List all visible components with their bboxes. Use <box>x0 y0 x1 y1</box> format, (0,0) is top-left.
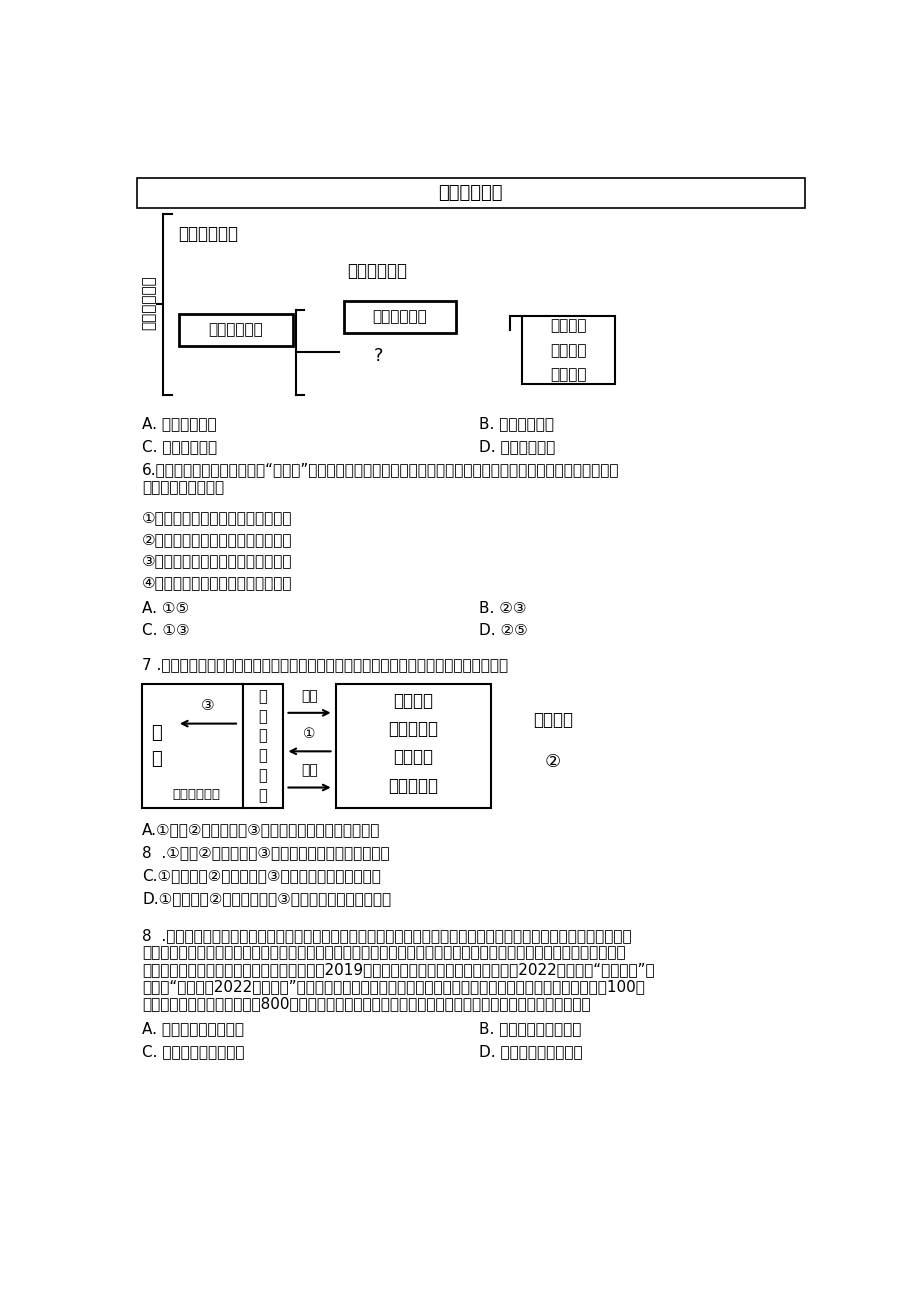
Text: B. 荣誉权、物质帮助权: B. 荣誉权、物质帮助权 <box>479 1021 581 1036</box>
Text: 一线，为铸就坚不可摧的地下钙鐵长城默默奔献。他瞬准科技前沿，自觉把人生价值融入国家和军队建设伟大事业，为我: 一线，为铸就坚不可摧的地下钙鐵长城默默奔献。他瞬准科技前沿，自觉把人生价值融入国… <box>142 946 625 960</box>
Text: 最高法律效力: 最高法律效力 <box>347 263 407 281</box>
Text: 国各个时期的防护工程建设作出了突出贡献。2019年錢七虎被授予国家最高科学技术奖，2022年被授予“八一勋章”，: 国各个时期的防护工程建设作出了突出贡献。2019年錢七虎被授予国家最高科学技术奖… <box>142 963 654 977</box>
Text: 学习寪法
认同寪法
践行寪法: 学习寪法 认同寪法 践行寪法 <box>550 317 586 382</box>
Text: D.①对其负责②规范权力运行③国家的一切权力属于人民: D.①对其负责②规范权力运行③国家的一切权力属于人民 <box>142 891 391 907</box>
Text: ?: ? <box>373 347 383 366</box>
Text: 计献策。市民这样做: 计献策。市民这样做 <box>142 480 224 496</box>
Text: D. 荣誉权、财产处分权: D. 荣誉权、财产处分权 <box>479 1043 583 1059</box>
Text: C. 名誉权、财产处分权: C. 名誉权、财产处分权 <box>142 1043 244 1059</box>
Text: 并入选“感动中国2022年度人物”。他还心系下一代，设立璃晖慈善基金，向贫困失学儿童和孤寡老人捐助累计100余: 并入选“感动中国2022年度人物”。他还心系下一代，设立璃晖慈善基金，向贫困失学… <box>142 980 644 994</box>
Bar <box>137 178 804 208</box>
Bar <box>335 683 491 808</box>
Text: 监督权力行使: 监督权力行使 <box>371 310 426 324</box>
Text: 活动原则: 活动原则 <box>532 710 573 729</box>
Text: 保障寪法实施: 保障寪法实施 <box>142 275 156 329</box>
Text: 产生: 产生 <box>301 688 318 703</box>
Text: 7 .依据所学人民代表大会制度相关知识，请把下面图表补充完整。下列选项正确的是（）: 7 .依据所学人民代表大会制度相关知识，请把下面图表补充完整。下列选项正确的是（… <box>142 657 507 673</box>
Text: 人民政府: 人民政府 <box>393 692 433 709</box>
Text: A. ①⑤: A. ①⑤ <box>142 601 189 617</box>
Bar <box>178 314 293 346</box>
Text: ①: ① <box>303 727 315 742</box>
Text: 人民法院: 人民法院 <box>393 748 433 766</box>
Text: 8  .①负责②民主集中制③国家的一切权力属于人大代表: 8 .①负责②民主集中制③国家的一切权力属于人大代表 <box>142 846 390 860</box>
Text: C.①对其负责②民主集中制③国家的一切权力属于人民: C.①对其负责②民主集中制③国家的一切权力属于人民 <box>142 868 380 883</box>
Text: 人
民: 人 民 <box>151 723 161 768</box>
Text: D. 增强寪法意识: D. 增强寪法意识 <box>479 440 555 454</box>
Text: A. 维护寪法权威: A. 维护寪法权威 <box>142 416 217 432</box>
Bar <box>521 316 614 384</box>
Text: A. 名誉权、财产使用权: A. 名誉权、财产使用权 <box>142 1021 244 1036</box>
Text: 万元，将国家最高科学技术奖800万元奖金全部捐出，重点资助西部贫困学子。这表明錢七虎院士享有了（）: 万元，将国家最高科学技术奖800万元奖金全部捐出，重点资助西部贫困学子。这表明錢… <box>142 997 590 1011</box>
Text: C. ①③: C. ①③ <box>142 623 189 637</box>
Text: ③: ③ <box>201 697 214 713</box>
Text: ①是直接管理国家和社会事务的表现: ①是直接管理国家和社会事务的表现 <box>142 510 292 526</box>
Text: C. 理解权利义务: C. 理解权利义务 <box>142 440 217 454</box>
Text: 人
民
代
表
大
会: 人 民 代 表 大 会 <box>258 690 267 803</box>
Text: 根本活动准则: 根本活动准则 <box>438 183 503 202</box>
Bar <box>344 301 456 333</box>
Text: 监察委员会: 监察委员会 <box>388 719 437 738</box>
Bar <box>142 683 243 808</box>
Text: ②: ② <box>544 753 561 771</box>
Text: 坚持依寪治国: 坚持依寪治国 <box>178 225 238 243</box>
Text: B. 规范权力行使: B. 规范权力行使 <box>479 416 553 432</box>
Text: ④能够从根本上解决城市的治理难题: ④能够从根本上解决城市的治理难题 <box>142 575 292 589</box>
Text: B. ②③: B. ②③ <box>479 601 527 617</box>
Text: 8  .錢七虎院士六十年如一日，坚守爱党、报国、强军的赤子情怀，战斗在祖国的大山深处、戈壁荒漠、边防海岛等工程: 8 .錢七虎院士六十年如一日，坚守爱党、报国、强军的赤子情怀，战斗在祖国的大山深… <box>142 929 631 943</box>
Text: A.①负责②民主集中制③国家的一切权力属于所有公民: A.①负责②民主集中制③国家的一切权力属于所有公民 <box>142 822 380 837</box>
Text: 监督: 监督 <box>301 764 318 778</box>
Bar <box>243 683 283 808</box>
Text: 选举代表组成: 选举代表组成 <box>172 787 221 800</box>
Text: 人民检察院: 人民检察院 <box>388 777 437 795</box>
Text: 6.在郑州市近期开展城市管理“金点子”征集活动中，广大市民就落实路长制、垃圾清运、共享单车管理等问题积极献: 6.在郑州市近期开展城市管理“金点子”征集活动中，广大市民就落实路长制、垃圾清运… <box>142 463 619 477</box>
Text: 加强寪法监督: 加强寪法监督 <box>209 323 263 338</box>
Text: ③是热爱家乡、有主人翁意识的表现: ③是热爱家乡、有主人翁意识的表现 <box>142 553 292 569</box>
Text: ②积极行使了监督权，彰显权利意识: ②积极行使了监督权，彰显权利意识 <box>142 532 292 546</box>
Text: D. ②⑤: D. ②⑤ <box>479 623 528 637</box>
